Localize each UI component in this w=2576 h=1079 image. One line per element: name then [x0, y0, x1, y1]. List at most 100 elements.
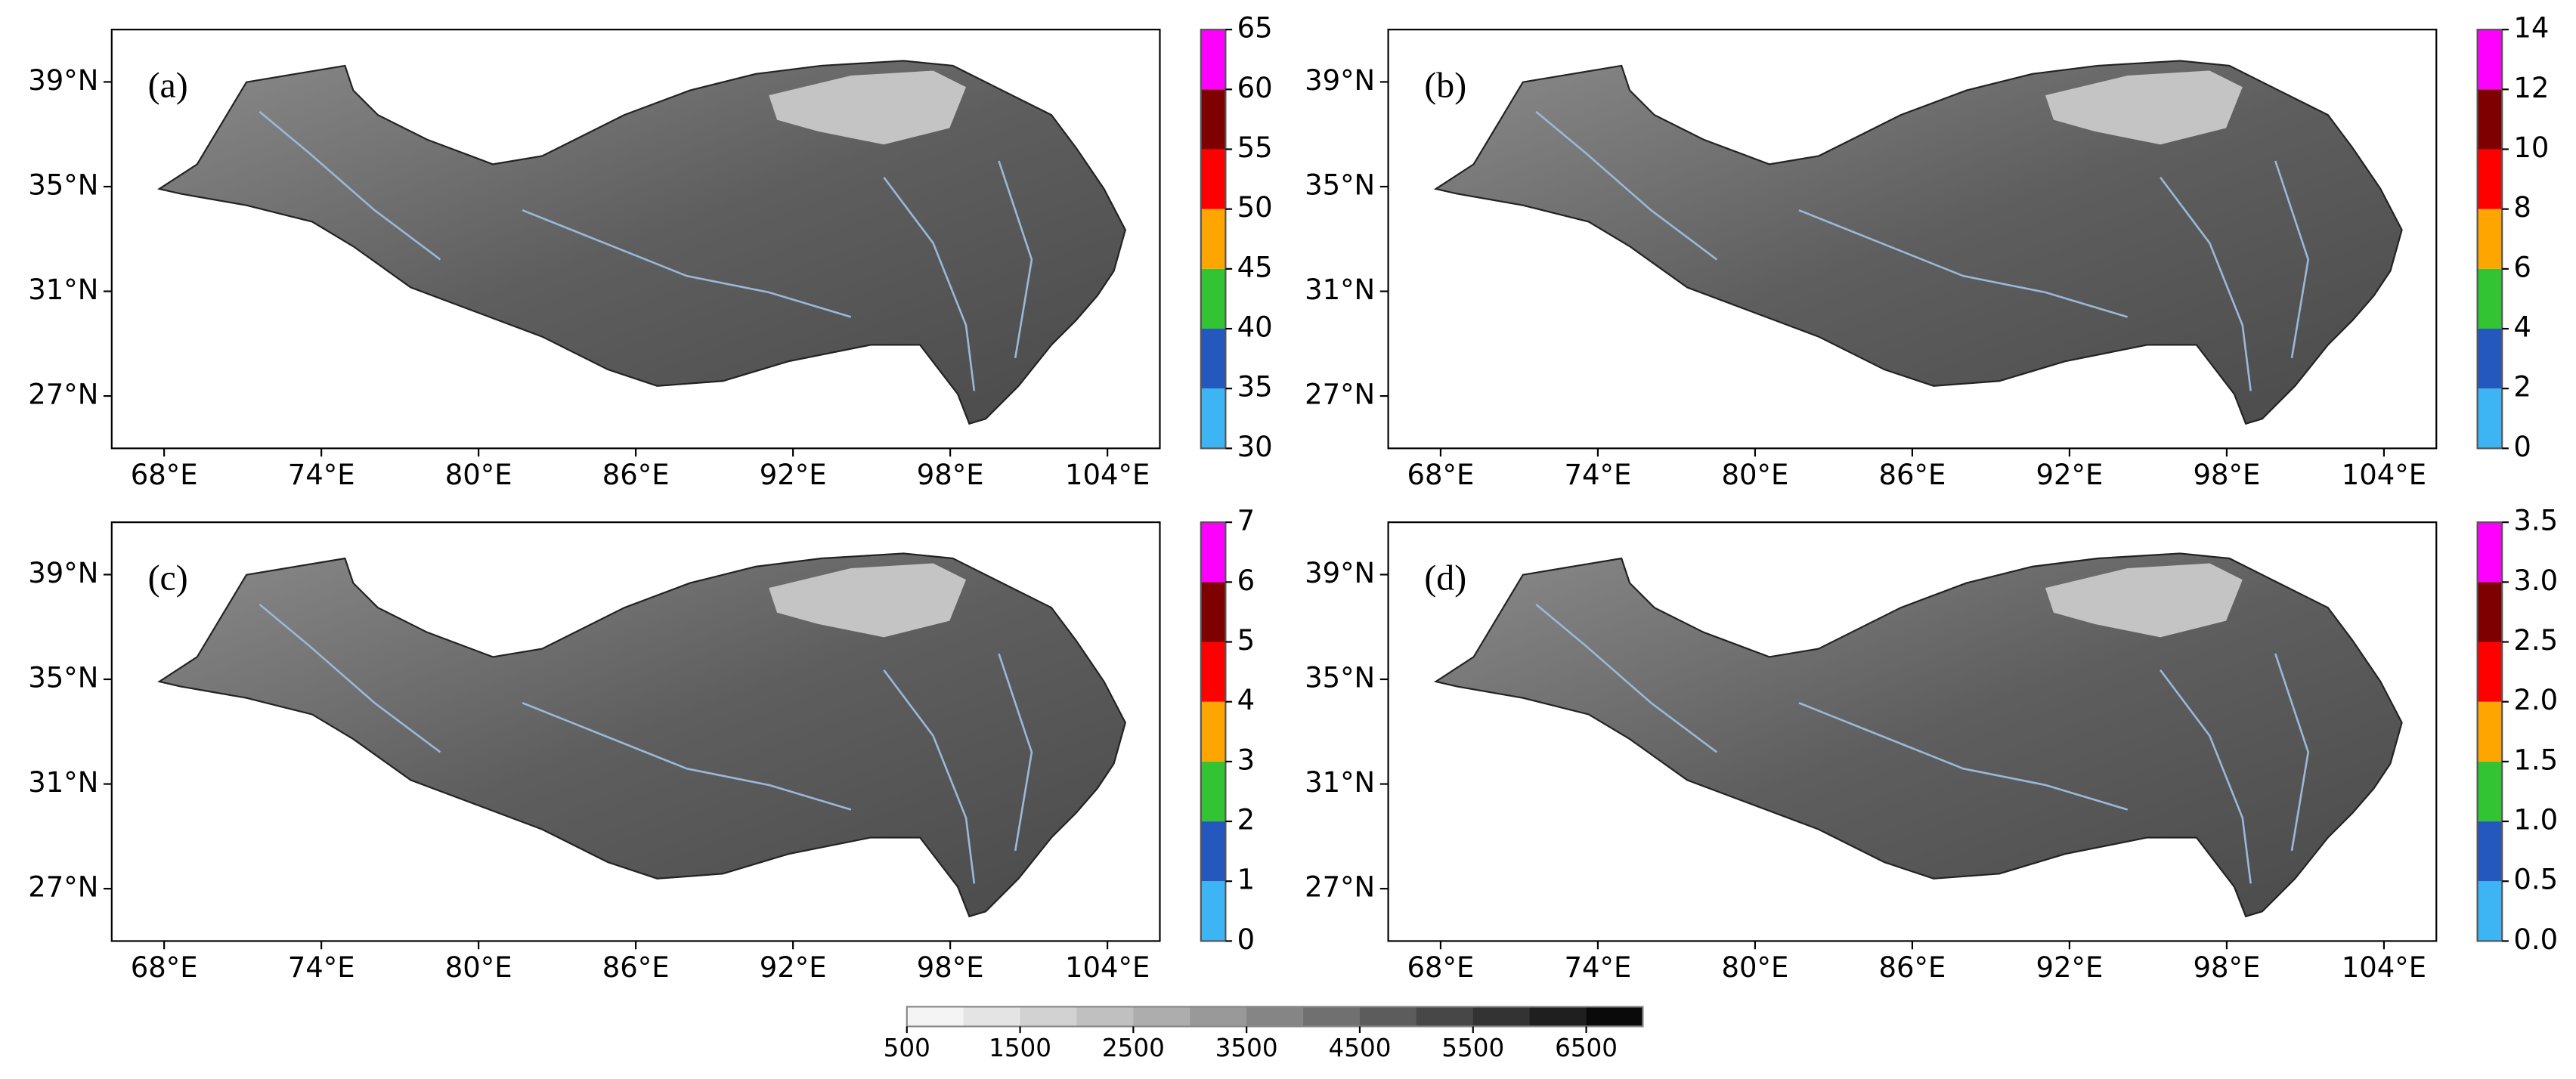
colorbar-tick-label: 0.5 [2513, 864, 2558, 896]
colorbar-tick-label: 2 [2513, 371, 2531, 403]
y-tick-label: 39°N [28, 64, 98, 97]
x-tick-label: 74°E [288, 951, 355, 984]
x-tick-label: 80°E [445, 459, 512, 491]
colorbar-tick-label: 8 [2513, 191, 2531, 224]
panel-label: (a) [148, 65, 188, 105]
x-tick-label: 74°E [288, 459, 355, 491]
y-tick-label: 39°N [1305, 557, 1375, 589]
x-tick-label: 74°E [1565, 951, 1632, 984]
x-tick-label: 98°E [2194, 459, 2261, 491]
y-tick-label: 31°N [28, 766, 98, 799]
x-tick-label: 104°E [2342, 951, 2426, 984]
elevation-frame [906, 1006, 1644, 1028]
x-tick-label: 92°E [2036, 951, 2104, 984]
colorbar-tick-label: 2.5 [2513, 624, 2558, 657]
colorbar-segment [2477, 268, 2503, 329]
colorbar-segment [1200, 268, 1226, 329]
y-tick-label: 27°N [28, 871, 98, 904]
x-tick-label: 80°E [1722, 459, 1789, 491]
x-tick-label: 92°E [2036, 459, 2104, 491]
plateau-map [1435, 60, 2403, 425]
elevation-segment [1359, 1006, 1417, 1027]
colorbar-tick-label: 1 [1237, 864, 1255, 896]
colorbar-tick-label: 5 [1237, 624, 1255, 657]
colorbar-tick-label: 55 [1237, 131, 1273, 164]
x-tick-label: 98°E [917, 459, 984, 491]
colorbar-tick-label: 0 [2513, 431, 2531, 463]
elevation-tick-label: 6500 [1555, 1034, 1618, 1062]
elevation-segment [1303, 1006, 1361, 1027]
colorbar-segment [1200, 329, 1226, 389]
colorbar-tick-label: 3.0 [2513, 564, 2558, 597]
x-tick-label: 104°E [1065, 951, 1150, 984]
colorbar-tick-label: 45 [1237, 251, 1273, 283]
colorbar-tick-label: 0.0 [2513, 923, 2558, 956]
panel-label: (d) [1424, 558, 1466, 598]
colorbar-segment [1200, 29, 1226, 90]
colorbar-frame [2476, 29, 2503, 450]
elevation-tick-label: 1500 [989, 1034, 1051, 1062]
colorbar-tick-label: 30 [1237, 431, 1273, 463]
elevation-tick-label: 500 [884, 1034, 930, 1062]
colorbar-segment [1200, 209, 1226, 269]
colorbar-segment [1200, 582, 1226, 642]
x-tick-label: 104°E [2342, 459, 2426, 491]
x-tick-label: 68°E [1407, 951, 1475, 984]
elevation-tick-label: 2500 [1102, 1034, 1165, 1062]
colorbar-segment [2477, 29, 2503, 90]
elevation-segment [1020, 1006, 1078, 1027]
x-tick-label: 68°E [131, 459, 198, 491]
colorbar-segment [1200, 388, 1226, 449]
colorbar-segment [1200, 642, 1226, 702]
colorbar-segment [1200, 522, 1226, 583]
colorbar-tick-label: 2.0 [2513, 684, 2558, 716]
elevation-segment [1416, 1006, 1474, 1027]
x-tick-label: 98°E [2194, 951, 2261, 984]
x-tick-label: 74°E [1565, 459, 1632, 491]
colorbar-tick-label: 14 [2513, 12, 2549, 45]
x-tick-label: 92°E [760, 459, 827, 491]
colorbar-segment [1200, 701, 1226, 762]
x-tick-label: 86°E [1879, 459, 1946, 491]
colorbar-segment [1200, 821, 1226, 882]
elevation-segment [1529, 1006, 1587, 1027]
y-tick-label: 35°N [28, 662, 98, 694]
y-tick-label: 31°N [28, 274, 98, 306]
elevation-segment [1246, 1006, 1304, 1027]
elevation-tick-label: 3500 [1215, 1034, 1278, 1062]
y-tick-label: 35°N [1305, 168, 1375, 201]
colorbar-tick-label: 65 [1237, 12, 1273, 45]
x-tick-label: 104°E [1065, 459, 1150, 491]
colorbar-frame [1200, 29, 1227, 450]
colorbar-tick-label: 4 [1237, 684, 1255, 716]
plateau-map [158, 552, 1127, 918]
x-tick-label: 80°E [1722, 951, 1789, 984]
panel-label: (c) [148, 558, 188, 598]
y-tick-label: 27°N [28, 379, 98, 411]
colorbar-tick-label: 7 [1237, 505, 1255, 537]
colorbar-tick-label: 60 [1237, 72, 1273, 104]
elevation-segment [963, 1006, 1021, 1027]
colorbar-segment [1200, 881, 1226, 941]
elevation-segment [1190, 1006, 1247, 1027]
colorbar-segment [2477, 881, 2503, 941]
elevation-segment [906, 1006, 964, 1027]
elevation-tick-label: 5500 [1441, 1034, 1504, 1062]
y-tick-label: 35°N [1305, 662, 1375, 694]
x-tick-label: 86°E [602, 951, 670, 984]
plateau-map [158, 60, 1127, 425]
colorbar-tick-label: 3.5 [2513, 505, 2558, 537]
colorbar-segment [2477, 388, 2503, 449]
elevation-segment [1133, 1006, 1190, 1027]
y-tick-label: 27°N [1305, 871, 1375, 904]
colorbar-tick-label: 4 [2513, 311, 2531, 344]
colorbar-tick-label: 40 [1237, 311, 1273, 344]
colorbar-segment [2477, 642, 2503, 702]
plateau-map [1435, 552, 2403, 918]
colorbar-segment [2477, 329, 2503, 389]
x-tick-label: 68°E [131, 951, 198, 984]
x-tick-label: 92°E [760, 951, 827, 984]
colorbar-frame [2476, 521, 2503, 942]
